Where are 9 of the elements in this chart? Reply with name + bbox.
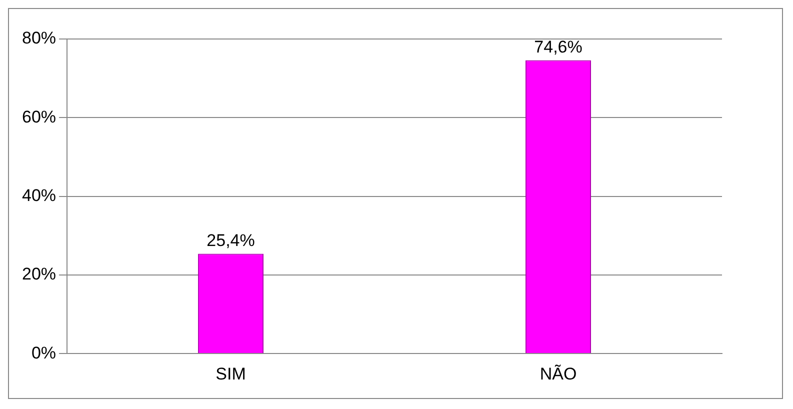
y-tick-label: 0% [31,343,56,362]
x-tick-label: SIM [216,364,246,384]
data-label: 74,6% [534,37,582,56]
y-tick-label: 40% [22,186,56,205]
y-tick-label: 80% [22,28,56,48]
y-tick-label: 20% [22,264,56,284]
data-label: 25,4% [206,230,255,250]
y-tick-label: 60% [22,107,56,126]
x-tick-label: NÃO [540,364,577,384]
